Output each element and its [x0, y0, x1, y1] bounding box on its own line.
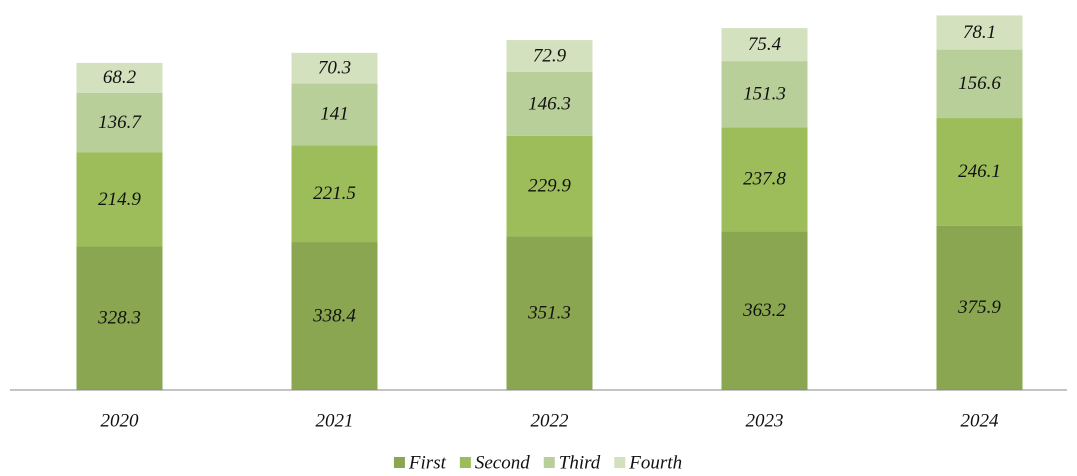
data-label: 72.9: [533, 45, 567, 66]
x-tick-label: 2023: [746, 410, 784, 431]
legend-swatch: [543, 457, 555, 468]
data-label: 156.6: [958, 73, 1001, 94]
data-label: 328.3: [97, 308, 141, 329]
data-label: 229.9: [528, 176, 571, 197]
bar-segment: [936, 49, 1023, 119]
x-tick-label: 2020: [101, 410, 140, 431]
bar-segment: [936, 118, 1023, 226]
bar-segment: [721, 28, 808, 62]
bar-segment: [76, 152, 163, 247]
data-label: 68.2: [103, 67, 137, 88]
bar-segment: [506, 71, 593, 136]
bar-segment: [76, 62, 163, 93]
legend-label: Fourth: [628, 452, 682, 473]
bar-segment: [506, 236, 593, 390]
bar-segment: [291, 145, 378, 243]
bar-segment: [936, 225, 1023, 390]
x-tick-label: 2024: [961, 410, 1000, 431]
data-label: 214.9: [98, 189, 141, 210]
data-label: 78.1: [963, 22, 996, 43]
data-label: 146.3: [528, 93, 571, 114]
data-label: 363.2: [742, 300, 786, 321]
x-tick-label: 2022: [531, 410, 570, 431]
legend-label: Second: [475, 452, 530, 473]
bar-segment: [721, 231, 808, 390]
legend-swatch: [393, 457, 405, 468]
data-label: 151.3: [743, 84, 786, 105]
data-label: 246.1: [958, 161, 1001, 182]
x-tick-label: 2021: [316, 410, 354, 431]
bar-segment: [506, 135, 593, 237]
bar-segment: [936, 15, 1023, 50]
legend-swatch: [614, 457, 626, 468]
data-label: 375.9: [957, 297, 1001, 318]
bar-segment: [76, 246, 163, 390]
legend-swatch: [459, 457, 471, 468]
bar-segment: [291, 83, 378, 146]
bar-segment: [291, 52, 378, 84]
data-label: 136.7: [98, 112, 142, 133]
data-label: 70.3: [318, 58, 351, 79]
data-label: 141: [320, 104, 349, 125]
legend-label: Third: [559, 452, 601, 473]
bar-segment: [76, 92, 163, 153]
data-label: 338.4: [312, 305, 356, 326]
data-label: 75.4: [748, 34, 782, 55]
legend-label: First: [408, 452, 447, 473]
bar-segment: [291, 242, 378, 390]
data-label: 221.5: [313, 183, 356, 204]
data-label: 351.3: [527, 303, 571, 324]
data-label: 237.8: [743, 169, 786, 190]
bar-segment: [506, 40, 593, 72]
bar-segment: [721, 127, 808, 232]
bar-segment: [721, 61, 808, 128]
